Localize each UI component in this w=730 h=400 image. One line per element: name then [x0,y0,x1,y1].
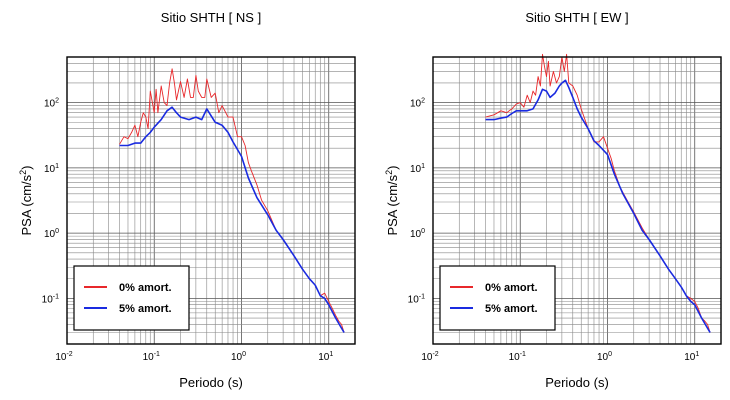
legend-box [73,265,190,331]
x-tick-label: 10-2 [55,351,72,363]
y-axis-label: PSA (cm/s2) [384,165,400,235]
x-tick-label: 101 [318,351,333,363]
chart-panel-1: Sitio SHTH [ EW ] 10-2 10-1 100 101 10-1 100 10… [384,10,722,390]
legend-box [439,265,556,331]
y-tick-label: 100 [410,228,425,240]
y-tick-label: 101 [44,163,59,175]
legend: 0% amort. 5% amort. [439,265,556,331]
y-tick-label: 10-1 [42,293,59,305]
y-tick-label: 100 [44,228,59,240]
chart-title: Sitio SHTH [ EW ] [525,10,628,25]
x-tick-label: 10-1 [509,351,526,363]
series-line-blue [485,79,711,333]
y-axis-label: PSA (cm/s2) [18,165,34,235]
x-tick-label: 101 [684,351,699,363]
y-tick-label: 102 [410,98,425,110]
y-tick-label: 101 [410,163,425,175]
series-line-blue [119,106,345,333]
y-tick-label: 102 [44,98,59,110]
legend: 0% amort. 5% amort. [73,265,190,331]
plot-frame [432,56,722,345]
x-tick-label: 10-2 [421,351,438,363]
x-tick-label: 100 [231,351,246,363]
legend-entry-label: 0% amort. [119,282,172,294]
y-tick-label: 10-1 [408,293,425,305]
legend-entry-label: 0% amort. [485,282,538,294]
legend-entry-label: 5% amort. [485,303,538,315]
legend-entry-label: 5% amort. [119,303,172,315]
chart-panel-0: Sitio SHTH [ NS ] 10-2 10-1 100 101 10-1 100 10… [18,10,356,390]
chart-title: Sitio SHTH [ NS ] [161,10,261,25]
grid [66,56,356,345]
plot-frame [66,56,356,345]
x-tick-label: 10-1 [143,351,160,363]
x-tick-label: 100 [597,351,612,363]
x-axis-label: Periodo (s) [179,375,243,390]
x-axis-label: Periodo (s) [545,375,609,390]
